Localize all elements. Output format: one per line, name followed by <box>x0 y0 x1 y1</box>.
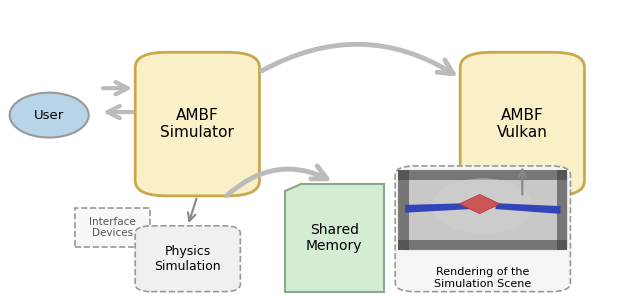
Bar <box>557 170 567 250</box>
Polygon shape <box>460 194 500 214</box>
Ellipse shape <box>432 178 534 234</box>
Polygon shape <box>405 203 470 213</box>
FancyBboxPatch shape <box>460 52 584 196</box>
Bar <box>398 240 567 250</box>
Text: User: User <box>34 109 64 122</box>
FancyBboxPatch shape <box>135 52 259 196</box>
FancyBboxPatch shape <box>398 170 567 250</box>
FancyBboxPatch shape <box>135 226 241 292</box>
Text: AMBF
Simulator: AMBF Simulator <box>161 108 234 140</box>
Ellipse shape <box>10 93 89 137</box>
Text: Physics
Simulation: Physics Simulation <box>154 245 221 273</box>
Text: Rendering of the
Simulation Scene: Rendering of the Simulation Scene <box>434 267 531 289</box>
Text: Interface
Devices: Interface Devices <box>89 217 136 238</box>
Bar <box>75 208 150 247</box>
Bar <box>398 170 567 180</box>
FancyBboxPatch shape <box>395 166 570 292</box>
Polygon shape <box>495 203 561 214</box>
Bar <box>398 170 408 250</box>
Text: Shared
Memory: Shared Memory <box>306 223 363 253</box>
Text: AMBF
Vulkan: AMBF Vulkan <box>497 108 548 140</box>
Polygon shape <box>285 184 384 292</box>
